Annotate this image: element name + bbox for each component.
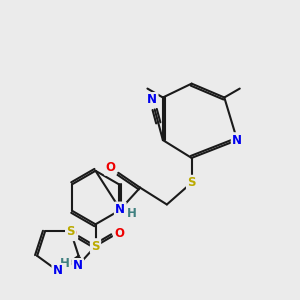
Text: O: O <box>114 227 124 240</box>
Text: N: N <box>115 203 125 216</box>
Text: N: N <box>53 264 63 278</box>
Text: S: S <box>188 176 196 189</box>
Text: S: S <box>91 240 100 253</box>
Text: N: N <box>147 93 157 106</box>
Text: H: H <box>127 207 137 220</box>
Text: S: S <box>66 225 75 238</box>
Text: H: H <box>60 257 70 270</box>
Text: N: N <box>232 134 242 147</box>
Text: N: N <box>73 260 83 272</box>
Text: O: O <box>105 161 116 174</box>
Text: O: O <box>67 227 77 240</box>
